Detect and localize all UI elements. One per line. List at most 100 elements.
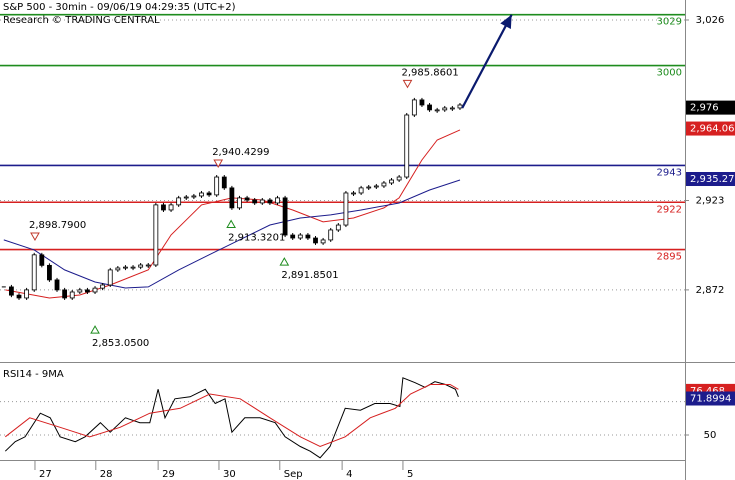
- line-series: [4, 377, 459, 459]
- level-label: 3029: [657, 17, 682, 28]
- candle: [31, 254, 37, 291]
- candle: [343, 192, 349, 226]
- price-tag: [686, 391, 735, 406]
- y-tick-label: 2,923: [696, 196, 725, 207]
- line-series: [3, 179, 461, 289]
- candle: [358, 187, 364, 194]
- candle: [145, 264, 151, 267]
- candle: [39, 254, 45, 266]
- price-tag-label: 2,935.27: [690, 174, 735, 185]
- high-marker: [402, 79, 413, 89]
- candle: [427, 104, 432, 111]
- low-marker: [90, 325, 100, 334]
- annotation-label: 2,940.4299: [212, 147, 269, 158]
- candle: [183, 196, 189, 199]
- candle: [199, 192, 204, 197]
- candle: [267, 199, 273, 204]
- candle: [449, 107, 455, 110]
- y-tick-label: 3,026: [696, 15, 725, 26]
- candle: [153, 204, 159, 266]
- candle: [130, 266, 136, 269]
- candle: [366, 186, 372, 189]
- price-tag: [686, 100, 735, 115]
- chart-subtitle: Research © TRADING CENTRAL: [3, 15, 160, 26]
- candle: [9, 286, 14, 296]
- candle: [305, 234, 311, 239]
- x-tick-label: 27: [39, 469, 52, 480]
- candle: [206, 192, 212, 196]
- y-tick-label: 2,872: [696, 285, 725, 296]
- price-tag: [686, 172, 735, 187]
- candle: [389, 179, 394, 184]
- candle: [100, 284, 106, 289]
- x-tick-label: 28: [100, 469, 113, 480]
- level-label: 2895: [657, 252, 682, 263]
- candle: [335, 224, 341, 231]
- price-tag-label: 71.8994: [690, 394, 731, 405]
- candle: [24, 289, 30, 299]
- x-tick-label: 5: [407, 469, 413, 480]
- line-series: [4, 384, 459, 448]
- candle: [115, 267, 121, 271]
- candle: [237, 197, 242, 209]
- low-marker: [226, 219, 236, 228]
- price-tag: [686, 121, 735, 136]
- candle: [107, 269, 113, 286]
- candle: [328, 229, 334, 241]
- candle: [69, 291, 75, 299]
- projection-arrowhead: [500, 14, 512, 30]
- candle: [252, 199, 258, 204]
- candle: [244, 197, 250, 201]
- candle: [419, 99, 425, 106]
- x-tick-label: 4: [346, 469, 352, 480]
- candle: [442, 107, 448, 111]
- candle: [434, 109, 440, 112]
- candle: [229, 187, 235, 209]
- annotation-label: 2,985.8601: [402, 67, 459, 78]
- candle: [404, 114, 410, 178]
- y-tick-label: 50: [704, 430, 717, 441]
- candle: [290, 234, 296, 239]
- annotation-label: 2,891.8501: [281, 270, 338, 281]
- candle: [47, 264, 52, 281]
- level-label: 2943: [657, 167, 682, 178]
- level-label: 3000: [657, 68, 682, 79]
- candle: [259, 199, 265, 204]
- annotation-label: 2,913.3201: [228, 232, 285, 243]
- level-label: 2922: [657, 204, 682, 215]
- x-tick-label: 30: [223, 469, 236, 480]
- x-tick-label: Sep: [284, 469, 303, 480]
- candle: [457, 104, 463, 109]
- candle: [396, 176, 402, 181]
- candle: [77, 289, 83, 293]
- candle: [168, 204, 174, 211]
- candle: [282, 197, 288, 236]
- candle: [16, 294, 22, 299]
- candle: [297, 234, 303, 239]
- candle: [320, 239, 326, 244]
- high-marker: [213, 159, 224, 168]
- candle: [313, 237, 318, 244]
- candle: [221, 176, 227, 189]
- candle: [92, 287, 98, 293]
- candle: [214, 176, 220, 196]
- rsi-title: RSI14 - 9MA: [3, 369, 64, 380]
- projection-arrow: [461, 14, 513, 109]
- x-tick-label: 29: [162, 469, 175, 480]
- chart-title: S&P 500 - 30min - 09/06/19 04:29:35 (UTC…: [3, 2, 236, 13]
- candle: [85, 289, 90, 293]
- candle: [191, 195, 197, 198]
- candle: [351, 192, 356, 195]
- candle: [161, 204, 166, 211]
- candle: [62, 289, 68, 299]
- price-tag-label: 76.468: [690, 386, 725, 397]
- candle: [381, 182, 387, 187]
- candle: [411, 99, 417, 116]
- candle: [275, 197, 280, 204]
- annotation-label: 2,898.7900: [29, 220, 86, 231]
- candle: [138, 264, 144, 268]
- candle: [54, 279, 60, 291]
